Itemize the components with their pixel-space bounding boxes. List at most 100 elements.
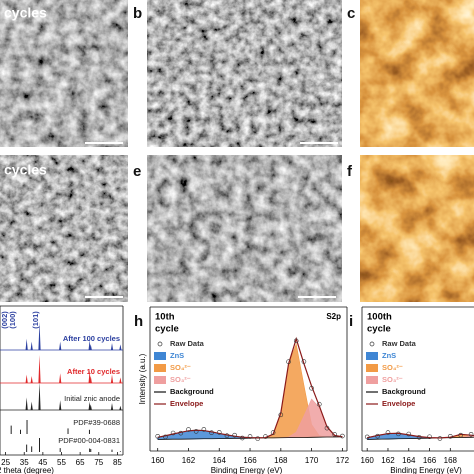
x-tick-label: 35	[20, 458, 29, 467]
afm-image	[360, 155, 474, 302]
x-tick-label: 45	[38, 458, 47, 467]
legend-label: SO₃²⁻	[382, 375, 403, 384]
panel-label: f	[347, 163, 353, 180]
xrd-peak	[38, 355, 41, 383]
x-tick-label: 168	[444, 456, 458, 465]
trace-label: PDF#39-0688	[73, 418, 120, 427]
xrd-peak	[119, 344, 122, 350]
sem-image	[147, 0, 342, 147]
x-tick-label: 85	[113, 458, 122, 467]
legend-label: Envelope	[170, 399, 203, 408]
raw-data-point	[332, 432, 337, 437]
sem-image	[147, 155, 342, 302]
raw-data-point	[416, 435, 422, 440]
xrd-peak	[119, 377, 122, 383]
raw-data-point	[163, 434, 168, 440]
legend-label: Background	[170, 387, 214, 396]
x-tick-label: 162	[182, 456, 196, 465]
xrd-peak	[25, 374, 28, 383]
x-axis-title: 2 theta (degree)	[0, 466, 54, 474]
cycle-label: cycle	[155, 324, 179, 335]
panel-label: i	[349, 313, 353, 330]
legend-label: SO₄²⁻	[382, 363, 403, 372]
raw-data-point	[324, 425, 330, 431]
raw-data-point	[270, 430, 276, 435]
raw-data-point	[216, 430, 222, 435]
legend-marker	[366, 376, 378, 384]
panel-label: e	[133, 163, 141, 180]
xrd-peak	[89, 376, 92, 383]
x-tick-label: 164	[402, 456, 416, 465]
legend-marker	[369, 341, 375, 347]
x-tick-label: 75	[94, 458, 103, 467]
spectrum-label: S2p	[326, 312, 341, 321]
peak-label: (100)	[8, 311, 17, 329]
panel-label: h	[134, 313, 143, 330]
trace-label: After 10 cycles	[67, 367, 120, 376]
panel-label: b	[133, 5, 142, 22]
raw-data-point	[263, 434, 268, 439]
x-tick-label: 65	[76, 458, 85, 467]
raw-data-point	[468, 431, 474, 437]
raw-data-point	[170, 430, 176, 436]
peak-label: (101)	[31, 311, 40, 329]
raw-data-point	[385, 430, 391, 435]
raw-data-point	[201, 427, 207, 432]
x-tick-label: 164	[213, 456, 227, 465]
xrd-peak	[38, 382, 41, 410]
x-tick-label: 25	[1, 458, 10, 467]
x-tick-label: 55	[57, 458, 66, 467]
image-caption: cycles	[4, 5, 47, 21]
raw-data-point	[209, 430, 214, 436]
xrd-peak	[110, 343, 114, 350]
afm-image	[360, 0, 474, 147]
sem-image	[0, 0, 128, 147]
cycle-label: 100th	[367, 312, 392, 323]
x-axis-title: Binding Energy (eV)	[211, 466, 283, 474]
envelope-line	[367, 432, 474, 439]
raw-data-point	[240, 435, 245, 441]
legend-label: ZnS	[382, 351, 396, 360]
xrd-peak	[59, 373, 62, 383]
raw-data-point	[293, 338, 299, 344]
peak-label: (002)	[0, 311, 9, 329]
legend-label: Raw Data	[170, 339, 205, 348]
legend-label: Raw Data	[382, 339, 417, 348]
x-tick-label: 160	[151, 456, 165, 465]
xrd-peak	[30, 401, 33, 410]
raw-data-point	[278, 412, 284, 418]
raw-data-point	[301, 359, 307, 364]
legend-label: SO₄²⁻	[170, 363, 191, 372]
x-tick-label: 172	[336, 456, 350, 465]
legend-label: Envelope	[382, 399, 415, 408]
raw-data-point	[448, 434, 453, 439]
raw-data-point	[155, 434, 160, 439]
raw-data-point	[193, 429, 199, 434]
raw-data-point	[247, 434, 253, 439]
xrd-peak	[30, 376, 33, 383]
cycle-label: 10th	[155, 312, 175, 323]
raw-data-point	[309, 385, 314, 391]
raw-data-point	[232, 432, 237, 438]
raw-data-point	[178, 430, 184, 436]
x-tick-label: 166	[243, 456, 257, 465]
x-tick-label: 162	[381, 456, 395, 465]
legend-label: Background	[382, 387, 426, 396]
x-tick-label: 166	[423, 456, 437, 465]
xrd-peak	[30, 341, 33, 350]
raw-data-point	[375, 433, 380, 439]
raw-data-point	[340, 433, 345, 439]
legend-marker	[154, 364, 166, 372]
xrd-peak	[38, 322, 41, 350]
x-axis-title: Binding Energy (eV)	[390, 466, 462, 474]
raw-data-point	[316, 401, 322, 407]
xrd-peak	[59, 341, 62, 350]
legend-marker	[154, 376, 166, 384]
xrd-peak	[25, 338, 28, 350]
x-tick-label: 160	[361, 456, 375, 465]
xrd-peak	[89, 404, 92, 410]
xrd-peak	[25, 397, 28, 410]
trace-label: PDF#00-004-0831	[58, 436, 120, 445]
x-tick-label: 168	[274, 456, 288, 465]
raw-data-point	[427, 434, 432, 440]
